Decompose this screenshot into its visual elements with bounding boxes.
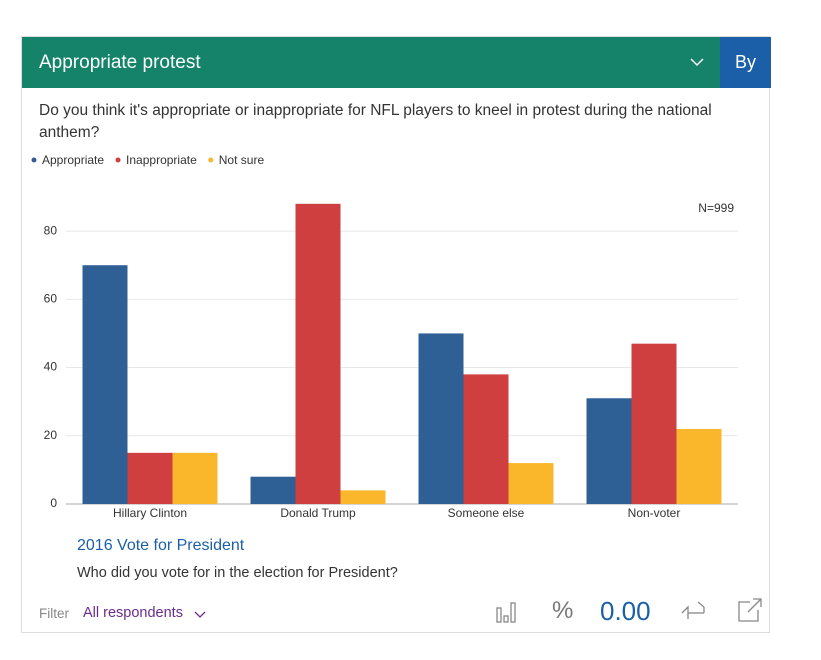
card: Appropriate protest By Do you think it's…: [21, 36, 771, 633]
filter-chevron[interactable]: [194, 611, 206, 619]
y-tick-label: 60: [44, 292, 58, 306]
bar: [676, 428, 722, 504]
bar: [82, 265, 128, 504]
legend-dot: [115, 157, 121, 163]
bar: [463, 374, 509, 504]
x-tick-label: Hillary Clinton: [113, 506, 187, 520]
x-tick-label: Someone else: [448, 506, 525, 520]
bar: [295, 203, 341, 505]
question: Do you think it's appropriate or inappro…: [39, 102, 712, 141]
x-label[interactable]: 2016 Vote for President: [77, 537, 245, 554]
x-tick-label: Donald Trump: [280, 506, 356, 520]
bar: [172, 452, 218, 504]
x-tick-label: Non-voter: [628, 506, 681, 520]
swap-icon[interactable]: [680, 599, 708, 623]
legend-label: Inappropriate: [126, 153, 197, 167]
header-title[interactable]: Appropriate protest: [22, 37, 720, 88]
y-tick-label: 20: [44, 428, 58, 442]
bar: [127, 452, 173, 504]
legend-dot: [208, 157, 214, 163]
by-button[interactable]: By: [720, 37, 771, 88]
y-tick-label: 0: [50, 496, 57, 510]
legend-dot: [31, 157, 37, 163]
bar: [250, 476, 296, 504]
decimals-toggle[interactable]: 0.00: [600, 596, 651, 626]
annotation: N=999: [698, 201, 734, 215]
bar: [508, 463, 554, 504]
x-sublabel: Who did you vote for in the election for…: [77, 565, 398, 581]
bar: [586, 398, 632, 504]
filter-label: Filter: [39, 606, 69, 621]
bar: [631, 343, 677, 504]
y-tick-label: 80: [44, 223, 58, 237]
y-tick-label: 40: [44, 360, 58, 374]
bar: [340, 490, 386, 504]
chart-icon[interactable]: [495, 600, 519, 624]
legend-label: Not sure: [219, 153, 265, 167]
legend-label: Appropriate: [42, 153, 104, 167]
filter-value[interactable]: All respondents: [83, 605, 183, 621]
dropdown-icon[interactable]: [690, 57, 704, 67]
bar: [418, 333, 464, 504]
percent-toggle[interactable]: %: [552, 597, 574, 624]
external-icon[interactable]: [736, 597, 764, 623]
